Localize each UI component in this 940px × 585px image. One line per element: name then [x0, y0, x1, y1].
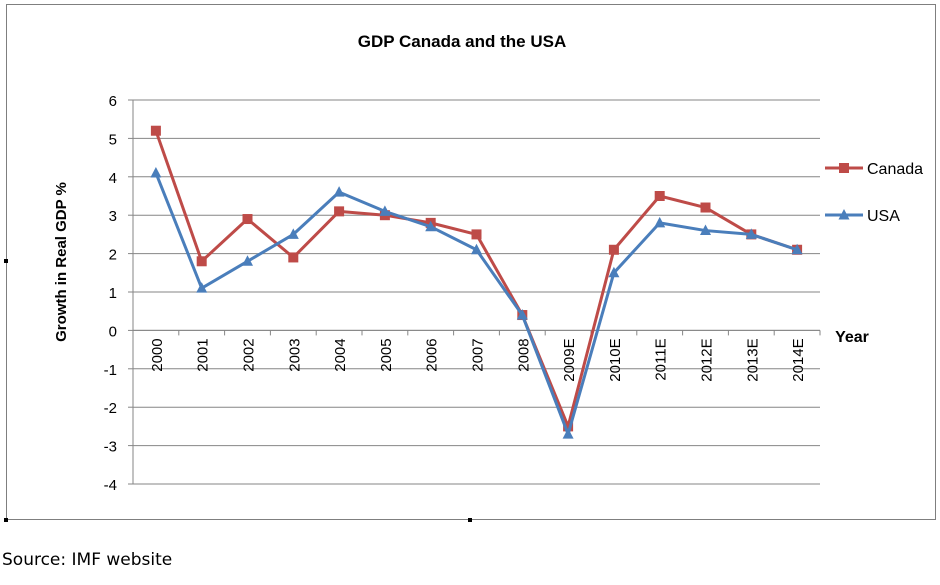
data-point-usa [745, 228, 757, 239]
resize-handle-left[interactable] [4, 259, 8, 263]
x-tick-label: 2008 [515, 338, 532, 371]
resize-handle-bottom[interactable] [468, 518, 472, 522]
y-tick-label: 0 [109, 323, 117, 340]
data-point-canada [608, 244, 619, 255]
source-note: Source: IMF website [2, 550, 173, 570]
data-point-usa [287, 228, 299, 239]
legend-item-canada: Canada [825, 161, 923, 178]
gridlines [133, 99, 820, 485]
y-tick-label: -3 [104, 439, 117, 456]
data-point-canada [242, 214, 253, 225]
y-tick-label: 1 [109, 285, 117, 302]
y-tick-label: -1 [104, 362, 117, 379]
data-point-canada [196, 256, 207, 267]
data-point-canada [334, 206, 345, 217]
legend-label: USA [867, 208, 900, 225]
legend: Canada USA [825, 161, 923, 225]
y-tick-labels: 6 5 4 3 2 1 0 -1 -2 -3 -4 [104, 93, 117, 494]
data-point-canada [288, 252, 299, 263]
x-tick-label: 2014E [790, 338, 807, 381]
x-tick-label: 2011E [653, 338, 670, 380]
y-tick-label: 2 [109, 247, 117, 264]
x-tick-label: 2005 [378, 338, 395, 371]
data-point-canada [471, 229, 482, 240]
x-tick-label: 2000 [149, 338, 166, 371]
x-tick-label: 2003 [286, 338, 303, 371]
legend-label: Canada [867, 161, 923, 178]
x-tick-label: 2012E [699, 338, 716, 381]
data-point-usa [379, 205, 391, 216]
data-point-canada [563, 421, 574, 432]
axes [128, 99, 821, 485]
y-tick-label: 4 [109, 170, 117, 187]
y-axis-title: Growth in Real GDP % [53, 182, 70, 342]
data-point-usa [700, 224, 711, 236]
data-point-usa [608, 266, 620, 278]
data-point-usa [838, 209, 850, 220]
y-tick-label: 3 [109, 208, 117, 225]
y-tick-label: 6 [109, 93, 117, 110]
data-point-usa [654, 216, 666, 228]
x-axis-title: Year [835, 329, 869, 346]
data-point-usa [471, 243, 482, 255]
x-tick-label: 2006 [424, 338, 441, 371]
data-point-usa [196, 282, 208, 293]
y-tick-label: -4 [104, 477, 117, 494]
x-tick-label: 2013E [744, 338, 761, 381]
series-layer [150, 125, 803, 439]
series-canada [150, 125, 803, 432]
data-point-usa [516, 309, 528, 320]
chart-title: GDP Canada and the USA [358, 32, 566, 51]
x-tick-label: 2009E [561, 338, 578, 381]
data-point-canada [654, 191, 665, 201]
data-point-canada [839, 163, 849, 173]
y-tick-label: 5 [109, 131, 117, 148]
data-point-usa [791, 243, 803, 255]
data-point-canada [700, 202, 711, 213]
data-point-usa [150, 166, 162, 178]
data-point-usa [242, 255, 253, 266]
x-tick-labels: 2000 2001 2002 2003 2004 2005 2006 2007 2008 2009… [149, 338, 807, 381]
y-tick-label: -2 [104, 400, 117, 417]
x-tick-label: 2001 [195, 338, 212, 371]
data-point-usa [425, 220, 437, 232]
x-tick-label: 2007 [470, 338, 487, 371]
x-tick-label: 2002 [241, 338, 258, 371]
series-usa [150, 166, 803, 439]
legend-item-usa: USA [825, 208, 900, 225]
line-chart: GDP Canada and the USA Growth in Real GD… [53, 32, 923, 494]
data-point-usa [562, 428, 574, 439]
x-tick-label: 2004 [332, 338, 349, 371]
x-tick-label: 2010E [607, 338, 624, 381]
data-point-canada [150, 125, 161, 136]
data-point-usa [333, 186, 345, 197]
resize-handle-bottom-left[interactable] [4, 518, 8, 522]
